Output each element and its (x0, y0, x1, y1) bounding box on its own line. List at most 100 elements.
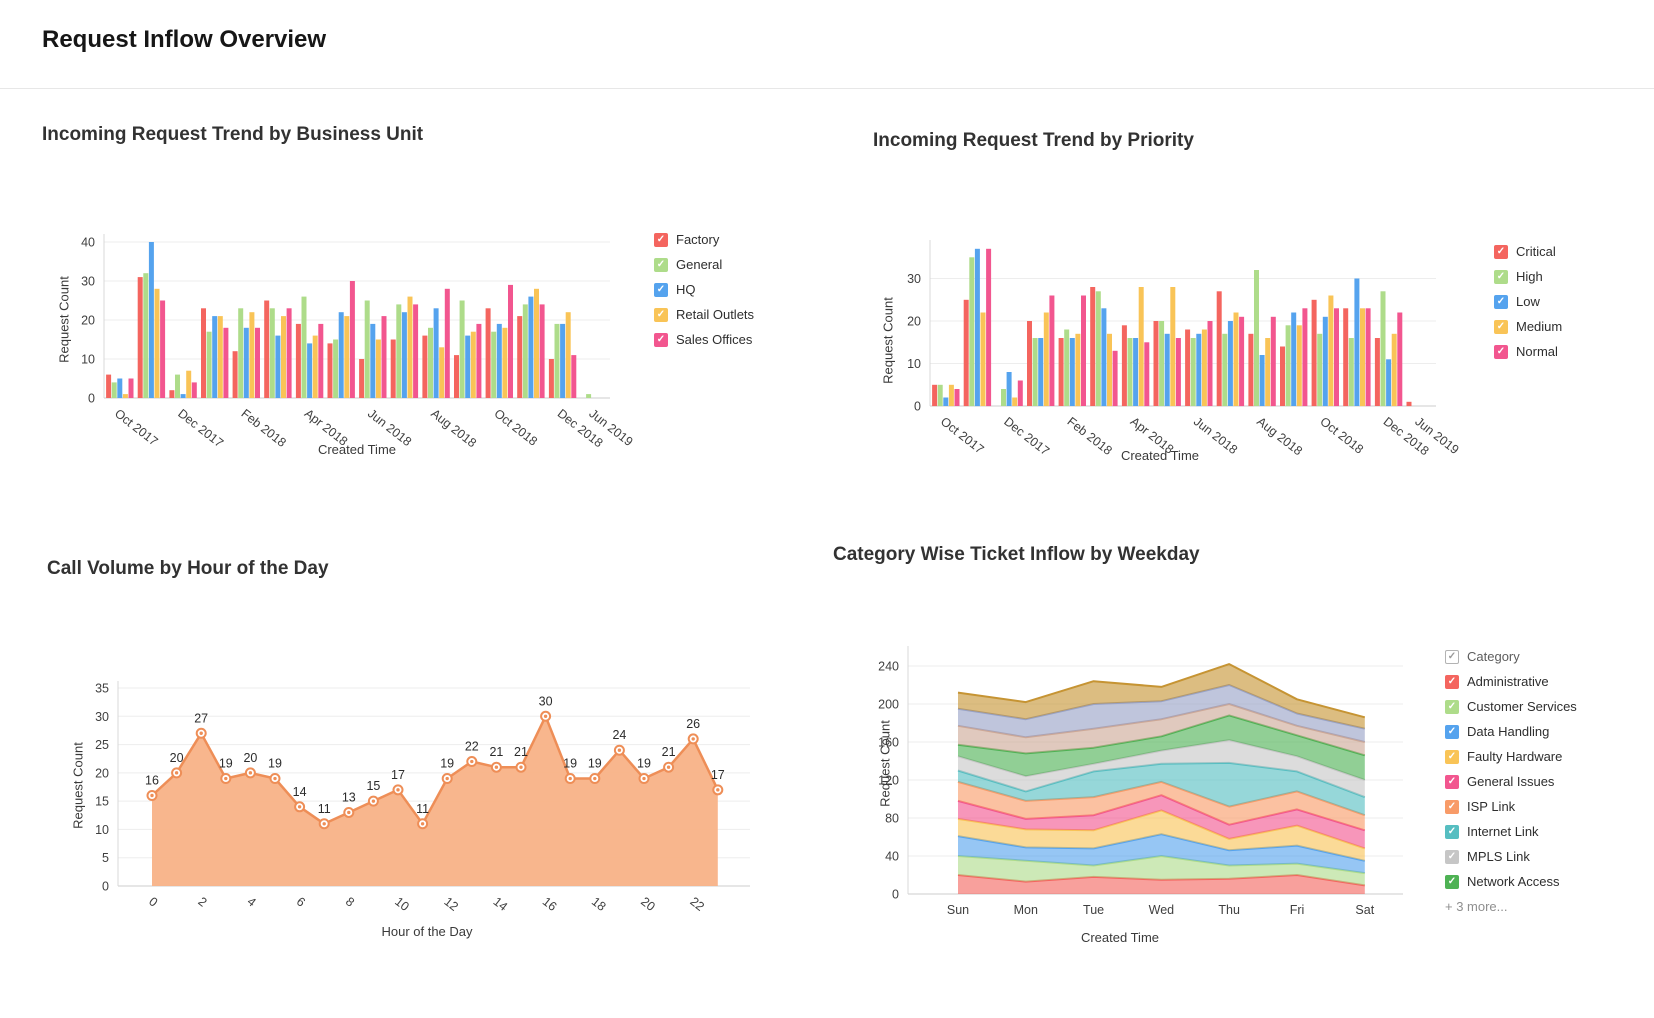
stack-area-network-access[interactable] (958, 715, 1365, 780)
legend-checkbox-icon[interactable]: ✓ (654, 232, 668, 247)
bar[interactable] (491, 331, 497, 398)
bar[interactable] (238, 308, 244, 398)
legend-checkbox-icon[interactable]: ✓ (654, 332, 668, 347)
bar[interactable] (137, 277, 143, 398)
bar[interactable] (528, 296, 534, 398)
bar[interactable] (1175, 338, 1181, 406)
stack-area-general-issues[interactable] (958, 795, 1365, 849)
bar[interactable] (1334, 308, 1339, 407)
legend-item-isp-link[interactable]: ✓ ISP Link (1445, 799, 1577, 814)
bar[interactable] (381, 316, 387, 398)
bar[interactable] (269, 308, 275, 398)
bar[interactable] (1248, 333, 1254, 407)
bar[interactable] (128, 378, 134, 399)
legend-item-customer-services[interactable]: ✓ Customer Services (1445, 699, 1577, 714)
bar[interactable] (539, 304, 545, 398)
bar[interactable] (407, 296, 413, 398)
bar[interactable] (359, 359, 365, 398)
legend-checkbox-icon[interactable]: ✓ (1494, 244, 1508, 259)
bar[interactable] (375, 339, 381, 399)
bar[interactable] (154, 288, 160, 398)
legend-checkbox-icon[interactable]: ✓ (1445, 749, 1459, 764)
legend-checkbox-icon[interactable]: ✓ (654, 307, 668, 322)
legend-item-general-issues[interactable]: ✓ General Issues (1445, 774, 1577, 789)
legend-item-hq[interactable]: ✓ HQ (654, 282, 754, 297)
bar[interactable] (1081, 295, 1086, 407)
bar[interactable] (111, 382, 117, 398)
stack-area-faulty-hardware[interactable] (958, 810, 1365, 861)
bar[interactable] (1311, 299, 1317, 407)
legend-item-administrative[interactable]: ✓ Administrative (1445, 674, 1577, 689)
bar[interactable] (396, 304, 402, 398)
stack-area-more[interactable] (958, 664, 1365, 729)
legend-checkbox-icon[interactable]: ✓ (1494, 294, 1508, 309)
legend-checkbox-icon[interactable]: ✓ (1494, 344, 1508, 359)
bar[interactable] (439, 347, 445, 398)
bar[interactable] (307, 343, 313, 398)
legend-item-category[interactable]: ✓ Category (1445, 649, 1577, 664)
bar[interactable] (1012, 397, 1018, 407)
bar[interactable] (571, 355, 577, 398)
bar[interactable] (370, 323, 376, 398)
bar[interactable] (122, 394, 128, 398)
legend-item-network-access[interactable]: ✓ Network Access (1445, 874, 1577, 889)
legend-item-retail-outlets[interactable]: ✓ Retail Outlets (654, 307, 754, 322)
legend-checkbox-icon[interactable]: ✓ (1445, 724, 1459, 739)
legend-item-low[interactable]: ✓ Low (1494, 294, 1562, 309)
bar[interactable] (1406, 401, 1412, 407)
legend-checkbox-icon[interactable]: ✓ (1494, 269, 1508, 284)
bar[interactable] (1190, 338, 1196, 406)
bar[interactable] (1280, 346, 1285, 407)
legend-item-critical[interactable]: ✓ Critical (1494, 244, 1562, 259)
area-fill[interactable] (152, 716, 718, 886)
bar[interactable] (364, 300, 370, 399)
legend-item-faulty-hardware[interactable]: ✓ Faulty Hardware (1445, 749, 1577, 764)
bar[interactable] (1196, 333, 1202, 407)
bar[interactable] (191, 382, 197, 398)
bar[interactable] (1207, 321, 1213, 406)
bar[interactable] (180, 394, 186, 398)
bar[interactable] (301, 296, 307, 398)
legend-checkbox-icon[interactable]: ✓ (1445, 699, 1459, 714)
bar[interactable] (1397, 312, 1403, 407)
bar[interactable] (1270, 316, 1276, 407)
bar[interactable] (1121, 325, 1127, 407)
bar[interactable] (1317, 333, 1323, 407)
legend-item-mpls-link[interactable]: ✓ MPLS Link (1445, 849, 1577, 864)
bar[interactable] (502, 327, 508, 398)
bar[interactable] (333, 339, 339, 399)
checkbox-icon[interactable]: ✓ (1445, 649, 1459, 664)
bar[interactable] (1259, 355, 1265, 406)
legend-item-sales-offices[interactable]: ✓ Sales Offices (654, 332, 754, 347)
bar[interactable] (517, 316, 523, 398)
bar[interactable] (1291, 312, 1297, 407)
bar[interactable] (1170, 287, 1176, 406)
bar[interactable] (1222, 333, 1228, 407)
legend-item-medium[interactable]: ✓ Medium (1494, 319, 1562, 334)
bar[interactable] (565, 312, 571, 398)
bar[interactable] (1380, 291, 1386, 407)
bar[interactable] (1164, 333, 1170, 407)
bar[interactable] (148, 242, 154, 398)
bar[interactable] (554, 323, 560, 398)
bar[interactable] (937, 384, 943, 407)
legend-checkbox-icon[interactable]: ✓ (1445, 824, 1459, 839)
bar[interactable] (943, 397, 949, 407)
bar[interactable] (963, 299, 969, 407)
bar[interactable] (1360, 308, 1365, 407)
bar[interactable] (275, 335, 281, 398)
bar[interactable] (206, 331, 212, 398)
bar[interactable] (223, 327, 229, 398)
bar[interactable] (1254, 270, 1259, 406)
bar[interactable] (1064, 329, 1070, 407)
bar[interactable] (338, 312, 344, 398)
bar[interactable] (1285, 325, 1291, 407)
bar[interactable] (948, 384, 954, 407)
bar[interactable] (1328, 295, 1334, 407)
bar[interactable] (117, 378, 123, 399)
bar[interactable] (264, 300, 270, 399)
legend-checkbox-icon[interactable]: ✓ (1494, 319, 1508, 334)
bar[interactable] (217, 316, 223, 398)
bar[interactable] (1075, 333, 1081, 407)
legend-checkbox-icon[interactable]: ✓ (1445, 849, 1459, 864)
